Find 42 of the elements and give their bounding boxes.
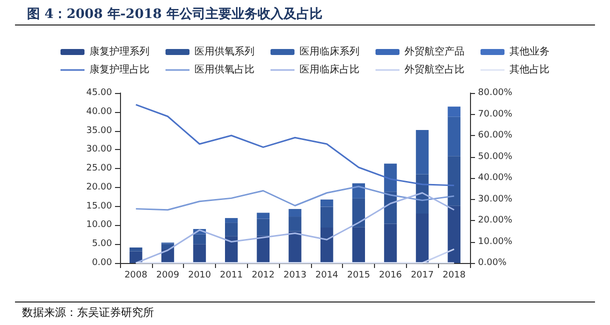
x-tick-label: 2011 xyxy=(220,270,243,280)
legend-label: 外贸航空产品 xyxy=(404,46,464,58)
y2-tick-label: 70.00% xyxy=(478,109,513,120)
y-tick-label: 30.00 xyxy=(86,144,112,155)
y-tick-label: 45.00 xyxy=(86,88,112,98)
y2-tick-label: 10.00% xyxy=(478,236,513,247)
y-tick-label: 25.00 xyxy=(86,164,112,174)
y2-tick-label: 60.00% xyxy=(478,130,513,140)
chart-title: 图 4：2008 年-2018 年公司主要业务收入及占比 xyxy=(27,6,322,22)
y2-tick-label: 40.00% xyxy=(478,173,513,183)
x-tick-label: 2010 xyxy=(188,270,212,280)
y2-tick-label: 80.00% xyxy=(478,88,513,98)
y-tick-label: 0.00 xyxy=(92,258,112,268)
x-tick-label: 2016 xyxy=(379,270,402,280)
y2-tick-label: 30.00% xyxy=(478,194,513,204)
legend-label: 康复护理占比 xyxy=(90,64,150,76)
x-tick-label: 2009 xyxy=(156,270,180,280)
y-tick-label: 5.00 xyxy=(92,239,112,250)
y-tick-label: 40.00 xyxy=(86,106,112,117)
x-tick-label: 2012 xyxy=(252,270,275,280)
y2-tick-label: 0.00% xyxy=(478,258,508,268)
x-tick-label: 2018 xyxy=(442,270,466,280)
x-tick-label: 2014 xyxy=(315,270,339,280)
legend-label: 医用临床占比 xyxy=(300,64,360,76)
legend-label: 外贸航空占比 xyxy=(404,64,464,76)
x-tick-label: 2013 xyxy=(284,270,306,280)
legend-label: 医用供氧系列 xyxy=(194,46,254,58)
y-tick-label: 15.00 xyxy=(86,201,112,212)
x-tick-label: 2017 xyxy=(410,270,434,280)
legend-label: 康复护理系列 xyxy=(90,46,150,58)
legend-label: 其他占比 xyxy=(510,64,550,76)
y-tick-label: 35.00 xyxy=(86,126,112,136)
legend-label: 医用临床系列 xyxy=(300,46,360,58)
x-tick-label: 2008 xyxy=(124,270,148,280)
y2-tick-label: 20.00% xyxy=(478,216,513,226)
legend-label: 医用供氧占比 xyxy=(194,64,254,76)
y-tick-label: 20.00 xyxy=(86,182,112,192)
legend-label: 其他业务 xyxy=(510,46,550,58)
x-tick-label: 2015 xyxy=(347,270,370,280)
y2-tick-label: 50.00% xyxy=(478,152,513,162)
source-note: 数据来源：东吴证券研究所 xyxy=(22,306,154,319)
y-tick-label: 10.00 xyxy=(86,220,112,230)
